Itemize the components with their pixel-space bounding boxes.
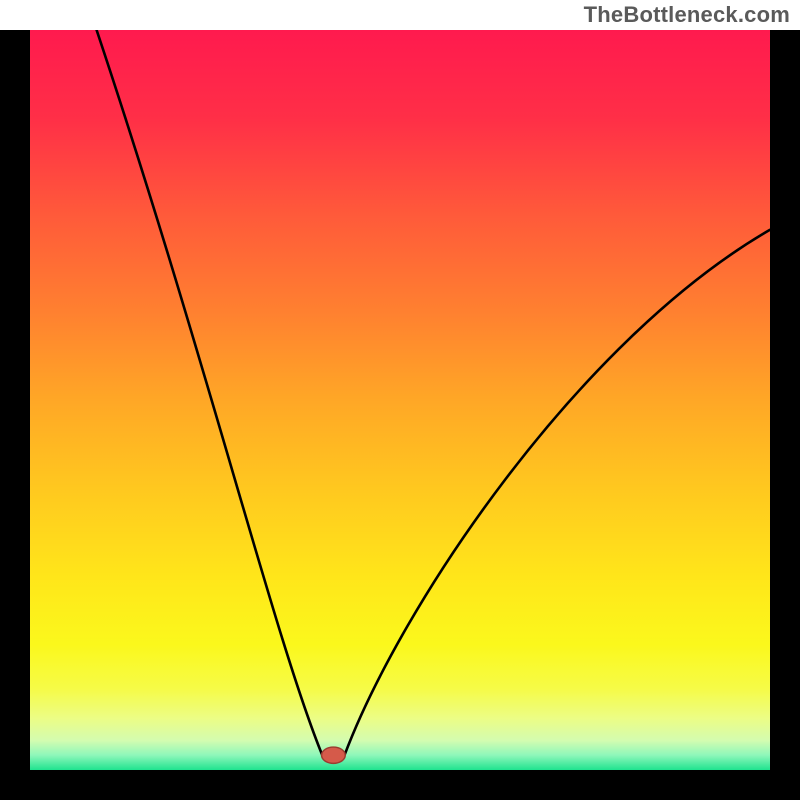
watermark-strip: TheBottleneck.com xyxy=(0,0,800,30)
optimum-marker xyxy=(322,747,346,763)
plot-area xyxy=(30,30,770,770)
bottleneck-chart-svg xyxy=(30,30,770,770)
gradient-background xyxy=(30,30,770,770)
watermark-text: TheBottleneck.com xyxy=(584,2,790,27)
chart-frame: TheBottleneck.com xyxy=(0,0,800,800)
